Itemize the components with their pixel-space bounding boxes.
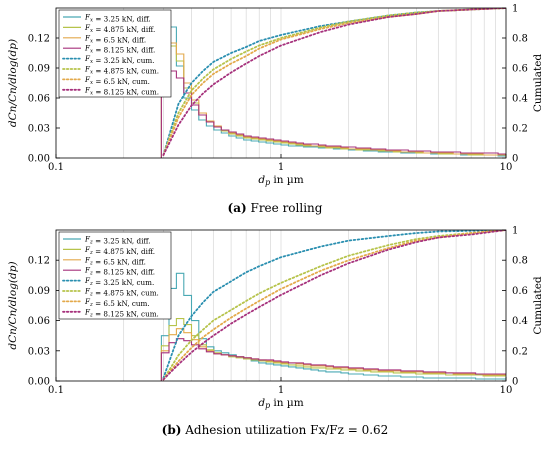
y-left-tick-label: 0.00 <box>28 154 50 165</box>
series-diff-1 <box>160 272 506 381</box>
y-right-tick-label: 1 <box>512 4 518 15</box>
y-axis-left: 0.00 0.03 0.06 0.09 0.12 <box>28 34 60 165</box>
caption-label: (b) <box>162 423 182 437</box>
x-tick-label: 0.1 <box>48 385 64 396</box>
x-tick-label: 10 <box>500 385 513 396</box>
y-right-tick-label: 0.6 <box>512 64 528 75</box>
series-diff-2 <box>160 45 506 158</box>
legend-entry: Fz = 3.25 kN, cum. <box>84 276 154 287</box>
y-right-tick-label: 0 <box>512 154 518 165</box>
series-cum-1 <box>162 230 506 379</box>
y-right-tick-label: 0 <box>512 377 518 388</box>
series-diff-4 <box>160 70 506 158</box>
legend-entry: Fz = 8.125 kN, cum. <box>84 307 159 318</box>
legend-box <box>58 9 172 98</box>
legend-entry: Fx = 3.25 kN, cum. <box>84 54 154 65</box>
series-diff-4 <box>160 338 506 381</box>
legend-box <box>58 231 172 320</box>
series-cum-4 <box>162 8 506 156</box>
caption-text: Adhesion utilization Fx/Fz = 0.62 <box>181 423 388 437</box>
y-right-tick-label: 0.4 <box>512 316 528 327</box>
series-cum-2 <box>162 230 506 381</box>
chart-panel-a: 0.1 1 10 0.00 0.03 0.06 0.09 0.12 0 0.2 0.4 0.6 0.8 1… <box>7 4 544 216</box>
series-cum-4 <box>162 230 506 381</box>
y-left-tick-label: 0.03 <box>28 346 50 357</box>
legend-entry: Fx = 6.5 kN, cum. <box>84 75 150 86</box>
series-cum-1 <box>162 8 506 156</box>
x-axis: 0.1 1 10 <box>48 154 512 173</box>
legend-entry: Fx = 8.125 kN, cum. <box>84 85 159 96</box>
y-left-tick-label: 0.09 <box>28 64 50 75</box>
legend: Fx = 3.25 kN, diff.Fx = 4.875 kN, diff.F… <box>58 9 172 98</box>
y-axis-right: 0 0.2 0.4 0.6 0.8 1 <box>502 226 528 388</box>
legend-entry: Fz = 8.125 kN, diff. <box>84 266 155 277</box>
x-tick-label: 1 <box>278 162 284 173</box>
x-axis-label: dp in µm <box>258 174 303 187</box>
caption-label: (a) <box>228 201 247 215</box>
y-left-tick-label: 0.09 <box>28 286 50 297</box>
y-right-tick-label: 0.8 <box>512 256 528 267</box>
y-axis-label-left: dCn/Cn/dlog(dp) <box>7 261 19 349</box>
figure-caption: (b) Adhesion utilization Fx/Fz = 0.62 <box>162 423 389 437</box>
y-right-tick-label: 0.6 <box>512 286 528 297</box>
y-left-tick-label: 0.03 <box>28 124 50 135</box>
y-right-tick-label: 0.8 <box>512 34 528 45</box>
x-axis: 0.1 1 10 <box>48 377 512 396</box>
y-left-tick-label: 0.12 <box>28 256 50 267</box>
plot-area <box>160 8 506 158</box>
grid-lines <box>123 230 497 381</box>
y-axis-label-right: Cumulated <box>532 276 544 335</box>
caption-text: Free rolling <box>247 201 323 215</box>
x-tick-label: 10 <box>500 162 513 173</box>
y-left-tick-label: 0.06 <box>28 316 50 327</box>
plot-area <box>160 230 506 381</box>
series-cum-3 <box>162 230 506 381</box>
y-axis-left: 0.00 0.03 0.06 0.09 0.12 <box>28 256 60 388</box>
y-left-tick-label: 0.12 <box>28 34 50 45</box>
series-diff-3 <box>160 42 506 158</box>
legend-entry: Fz = 4.875 kN, diff. <box>84 245 155 256</box>
series-cum-2 <box>162 8 506 156</box>
chart-panel-b: 0.1 1 10 0.00 0.03 0.06 0.09 0.12 0 0.2 0.4 0.6 0.8 1… <box>7 226 544 438</box>
legend-entry: Fz = 6.5 kN, cum. <box>84 297 150 308</box>
legend-entry: Fx = 4.875 kN, cum. <box>84 65 159 76</box>
x-axis-label: dp in µm <box>258 397 303 410</box>
y-axis-label-left: dCn/Cn/dlog(dp) <box>7 39 19 127</box>
y-right-tick-label: 1 <box>512 226 518 237</box>
legend-entry: Fx = 6.5 kN, diff. <box>84 33 146 44</box>
series-cum-3 <box>162 8 506 156</box>
legend-entry: Fx = 8.125 kN, diff. <box>84 44 155 55</box>
figure-caption: (a) Free rolling <box>228 201 323 215</box>
legend: Fz = 3.25 kN, diff.Fz = 4.875 kN, diff.F… <box>58 231 172 320</box>
x-tick-label: 1 <box>278 385 284 396</box>
y-right-tick-label: 0.2 <box>512 124 528 135</box>
legend-entry: Fz = 6.5 kN, diff. <box>84 255 146 266</box>
y-axis-right: 0 0.2 0.4 0.6 0.8 1 <box>502 4 528 165</box>
y-left-tick-label: 0.06 <box>28 94 50 105</box>
legend-entry: Fx = 4.875 kN, diff. <box>84 23 155 34</box>
y-axis-label-right: Cumulated <box>532 54 544 113</box>
y-right-tick-label: 0.2 <box>512 346 528 357</box>
y-right-tick-label: 0.4 <box>512 94 528 105</box>
y-left-tick-label: 0.00 <box>28 377 50 388</box>
legend-entry: Fz = 3.25 kN, diff. <box>84 235 151 246</box>
legend-entry: Fz = 4.875 kN, cum. <box>84 287 159 298</box>
grid-lines <box>123 8 497 158</box>
series-diff-1 <box>160 22 506 158</box>
x-tick-label: 0.1 <box>48 162 64 173</box>
legend-entry: Fx = 3.25 kN, diff. <box>84 13 151 24</box>
